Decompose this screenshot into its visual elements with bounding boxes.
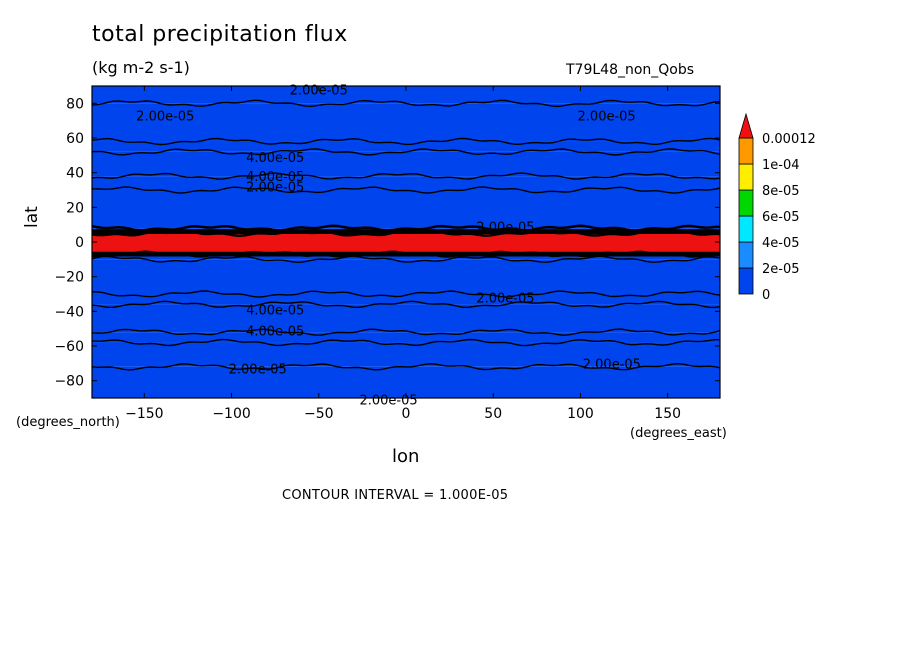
equatorial-contour-1 [92,230,720,234]
colorbar-label-0: 0 [762,288,770,303]
colorbar-swatch-3 [738,189,754,217]
contour-label-4: 4.00e-05 [246,170,304,185]
x-axis-units: (degrees_east) [630,426,727,441]
band-5 [92,190,720,229]
band-2 [92,141,720,152]
band-1 [92,103,720,142]
y-tick-label: −80 [54,374,84,390]
contour-line-1 [92,137,720,146]
band-4 [92,176,720,190]
band-0 [92,86,720,104]
colorbar-label-1: 2e-05 [762,262,800,277]
x-tick-label: −100 [212,406,250,422]
contour-line-0 [92,99,720,108]
band-7 [92,233,720,255]
contour-label-5: 2.00e-05 [246,181,304,196]
y-axis-units: (degrees_north) [16,415,120,430]
y-tick-label: 60 [66,131,84,147]
y-tick-label: 20 [66,200,84,216]
contour-line-3 [92,172,720,180]
x-tick-label: 150 [654,406,681,422]
band-13 [92,342,720,367]
contour-line-11 [92,328,720,336]
band-9 [92,259,720,294]
contour-label-3: 4.00e-05 [246,151,304,166]
band-8 [92,254,720,260]
contour-line-10 [92,300,720,309]
contour-label-9: 4.00e-05 [246,324,304,339]
x-tick-label: −50 [304,406,334,422]
y-tick-label: 0 [75,235,84,251]
contour-line-2 [92,148,720,156]
x-axis-label: lon [392,446,420,467]
chart-title: total precipitation flux [92,22,348,47]
band-12 [92,332,720,343]
y-tick-label: −20 [54,270,84,286]
colorbar-swatch-4 [738,163,754,191]
equatorial-contour-3 [92,253,720,257]
colorbar-swatch-0 [738,267,754,295]
chart-units: (kg m-2 s-1) [92,58,190,77]
colorbar-label-5: 1e-04 [762,158,800,173]
dataset-label: T79L48_non_Qobs [566,62,695,78]
colorbar-label-2: 4e-05 [762,236,800,251]
contour-label-2: 2.00e-05 [578,109,636,124]
contour-label-1: 2.00e-05 [136,109,194,124]
colorbar-triangle [738,112,754,139]
contour-line-8 [92,255,720,264]
x-tick-label: −150 [125,406,163,422]
contour-line-4 [92,186,720,194]
colorbar-label-3: 6e-05 [762,210,800,225]
y-tick-label: 80 [66,96,84,112]
x-tick-label: 50 [484,406,502,422]
band-3 [92,151,720,177]
contour-line-9 [92,290,720,298]
colorbar-swatch-2 [738,215,754,243]
colorbar-swatch-1 [738,241,754,269]
contour-interval: CONTOUR INTERVAL = 1.000E-05 [282,488,509,503]
contour-line-12 [92,338,720,347]
band-11 [92,304,720,333]
y-tick-label: −40 [54,304,84,320]
contour-line-13 [92,362,720,371]
band-14 [92,366,720,398]
y-tick-label: −60 [54,339,84,355]
colorbar-label-4: 8e-05 [762,184,800,199]
band-10 [92,294,720,305]
contour-line-5 [92,224,720,232]
contour-label-8: 4.00e-05 [246,304,304,319]
contour-label-10: 2.00e-05 [229,363,287,378]
x-tick-label: 100 [567,406,594,422]
equatorial-contour-2 [92,251,720,255]
x-tick-label: 0 [402,406,411,422]
contour-label-7: 2.00e-05 [476,291,534,306]
y-tick-label: 40 [66,166,84,182]
colorbar-swatch-5 [738,137,754,165]
colorbar-label-6: 0.00012 [762,132,816,147]
equatorial-contour-0 [92,229,720,233]
contour-label-11: 2.00e-05 [583,357,641,372]
contour-label-6: 2.00e-05 [476,220,534,235]
